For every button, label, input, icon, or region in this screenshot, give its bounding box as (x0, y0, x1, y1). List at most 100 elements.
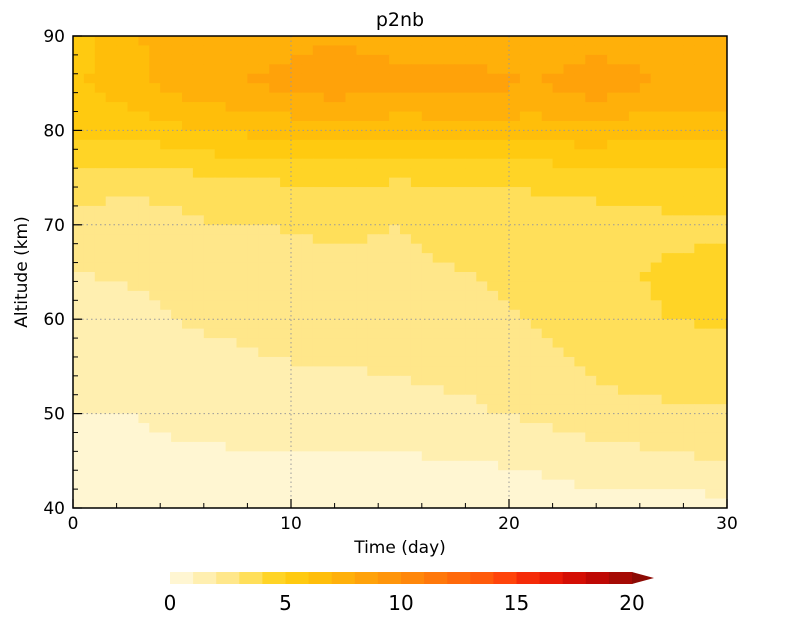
field-cell (694, 130, 706, 141)
field-cell (509, 224, 521, 235)
field-cell (171, 73, 183, 84)
field-cell (661, 149, 674, 160)
field-cell (312, 375, 325, 386)
field-cell (672, 479, 684, 490)
field-cell (105, 385, 118, 396)
field-cell (443, 234, 456, 245)
field-cell (541, 130, 554, 141)
field-cell (171, 130, 183, 141)
field-cell (476, 451, 488, 462)
field-cell (530, 253, 543, 264)
field-cell (73, 45, 85, 56)
field-cell (127, 224, 139, 235)
field-cell (116, 149, 129, 160)
field-cell (574, 64, 586, 75)
field-cell (574, 290, 586, 301)
field-cell (400, 139, 412, 150)
field-cell (694, 111, 706, 122)
field-cell (694, 158, 706, 169)
field-cell (716, 356, 727, 367)
field-cell (73, 338, 85, 349)
field-cell (301, 385, 314, 396)
field-cell (225, 347, 238, 358)
field-cell (334, 177, 347, 188)
field-cell (607, 205, 619, 216)
field-cell (73, 234, 85, 245)
field-cell (225, 139, 238, 150)
field-cell (171, 120, 183, 131)
field-cell (171, 224, 183, 235)
field-cell (291, 423, 303, 434)
field-cell (639, 328, 652, 339)
field-cell (367, 394, 379, 405)
field-cell (269, 498, 281, 508)
field-cell (127, 120, 139, 131)
field-cell (716, 253, 727, 264)
field-cell (225, 130, 238, 141)
field-cell (607, 328, 619, 339)
field-cell (683, 470, 695, 481)
field-cell (476, 423, 488, 434)
field-cell (421, 139, 434, 150)
field-cell (552, 272, 565, 283)
field-cell (519, 92, 532, 103)
field-cell (672, 470, 684, 481)
field-cell (83, 347, 96, 358)
field-cell (574, 338, 586, 349)
field-cell (345, 394, 357, 405)
field-cell (105, 168, 118, 179)
field-cell (247, 196, 259, 207)
field-cell (171, 347, 183, 358)
field-cell (116, 262, 129, 273)
field-cell (498, 356, 510, 367)
field-cell (105, 45, 118, 56)
field-cell (105, 111, 118, 122)
field-cell (530, 290, 543, 301)
field-cell (410, 149, 423, 160)
field-cell (171, 385, 183, 396)
field-cell (225, 149, 238, 160)
field-cell (498, 479, 510, 490)
field-cell (280, 130, 292, 141)
field-cell (530, 470, 543, 481)
field-cell (345, 498, 357, 508)
field-cell (269, 73, 281, 84)
field-cell (672, 224, 684, 235)
field-cell (225, 64, 238, 75)
field-cell (127, 177, 139, 188)
field-cell (73, 441, 85, 452)
field-cell (487, 120, 499, 131)
field-cell (421, 290, 434, 301)
field-cell (138, 187, 150, 198)
field-cell (487, 205, 499, 216)
field-cell (705, 347, 717, 358)
field-cell (541, 404, 554, 415)
field-cell (672, 347, 684, 358)
field-cell (585, 224, 597, 235)
field-cell (73, 385, 85, 396)
field-cell (138, 149, 150, 160)
field-cell (192, 139, 205, 150)
field-cell (280, 187, 292, 198)
field-cell (476, 73, 488, 84)
field-cell (345, 328, 357, 339)
field-cell (214, 404, 227, 415)
field-cell (628, 215, 641, 226)
field-cell (127, 479, 139, 490)
field-cell (94, 45, 107, 56)
colorbar-tick-label: 20 (619, 591, 644, 615)
field-cell (716, 111, 727, 122)
field-cell (716, 224, 727, 235)
field-cell (639, 319, 652, 330)
field-cell (116, 130, 129, 141)
field-cell (269, 319, 281, 330)
field-cell (618, 168, 630, 179)
field-cell (585, 262, 597, 273)
field-cell (410, 470, 423, 481)
field-cell (323, 120, 336, 131)
field-cell (334, 451, 347, 462)
field-cell (301, 470, 314, 481)
field-cell (345, 262, 357, 273)
field-cell (694, 102, 706, 113)
field-cell (563, 215, 575, 226)
